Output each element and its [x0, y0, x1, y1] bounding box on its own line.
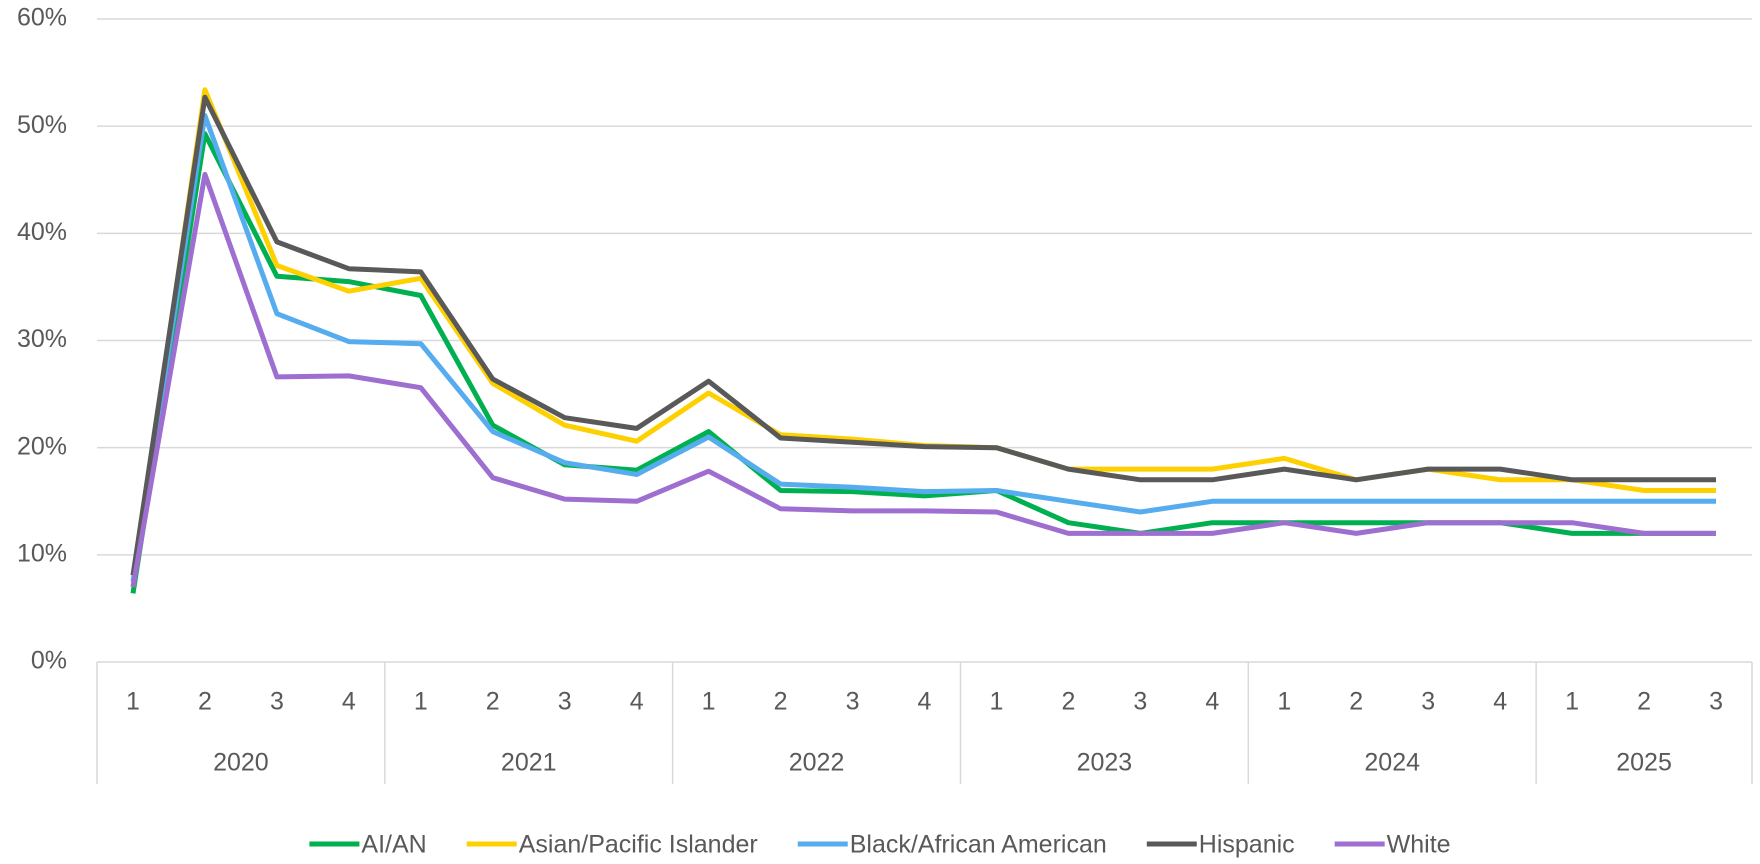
series-line	[130, 171, 1716, 588]
x-tick-label: 1	[990, 688, 1004, 716]
y-tick-label: 30%	[17, 325, 67, 353]
y-tick-label: 50%	[17, 111, 67, 139]
x-tick-label: 4	[1493, 688, 1507, 716]
legend-label: AI/AN	[361, 831, 426, 859]
x-tick-label: 3	[1709, 688, 1723, 716]
y-tick-label: 0%	[31, 647, 67, 675]
x-group-label: 2020	[213, 749, 269, 777]
series-line	[130, 94, 1716, 576]
legend-label: Black/African American	[850, 831, 1107, 859]
y-tick-label: 60%	[17, 4, 67, 32]
x-group-label: 2022	[789, 749, 845, 777]
x-tick-label: 2	[486, 688, 500, 716]
x-tick-label: 3	[558, 688, 572, 716]
x-tick-label: 1	[1565, 688, 1579, 716]
x-group-label: 2021	[501, 749, 557, 777]
x-tick-label: 4	[630, 688, 644, 716]
x-group-label: 2024	[1364, 749, 1420, 777]
x-tick-label: 1	[414, 688, 428, 716]
x-tick-label: 2	[1061, 688, 1075, 716]
x-tick-label: 2	[1349, 688, 1363, 716]
x-tick-label: 1	[126, 688, 140, 716]
x-tick-label: 3	[1421, 688, 1435, 716]
x-tick-label: 3	[846, 688, 860, 716]
legend-label: Hispanic	[1199, 831, 1295, 859]
y-tick-label: 20%	[17, 432, 67, 460]
x-tick-label: 1	[1277, 688, 1291, 716]
x-tick-label: 3	[1133, 688, 1147, 716]
legend-label: Asian/Pacific Islander	[519, 831, 758, 859]
x-tick-label: 2	[198, 688, 212, 716]
x-tick-label: 4	[1205, 688, 1219, 716]
x-tick-label: 2	[1637, 688, 1651, 716]
series-line	[130, 113, 1716, 582]
x-tick-label: 4	[918, 688, 932, 716]
y-tick-label: 10%	[17, 539, 67, 567]
x-tick-label: 1	[702, 688, 716, 716]
x-tick-label: 2	[774, 688, 788, 716]
y-tick-label: 40%	[17, 218, 67, 246]
x-tick-label: 3	[270, 688, 284, 716]
legend-label: White	[1387, 831, 1451, 859]
x-group-label: 2025	[1616, 749, 1672, 777]
x-tick-label: 4	[342, 688, 356, 716]
x-group-label: 2023	[1077, 749, 1133, 777]
